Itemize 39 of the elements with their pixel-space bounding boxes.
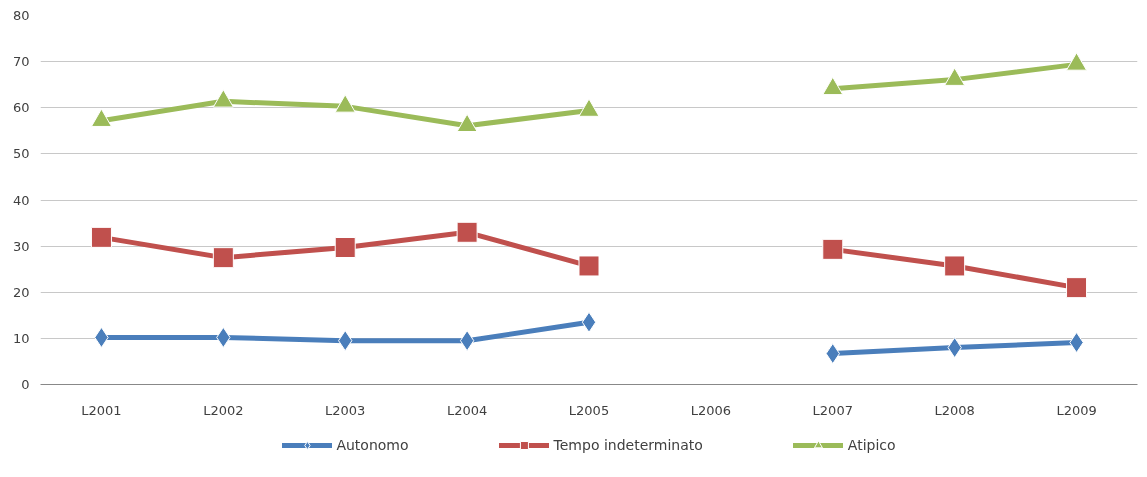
legend-label: Tempo indeterminato xyxy=(553,437,703,453)
point xyxy=(212,247,234,269)
point xyxy=(944,67,966,86)
x-tick-label: L2006 xyxy=(690,402,732,418)
x-tick-label: L2007 xyxy=(812,402,853,418)
x-tick-label: L2002 xyxy=(203,402,244,418)
y-tick-label: 0 xyxy=(21,377,30,392)
point xyxy=(212,89,234,108)
point xyxy=(1066,277,1088,299)
y-tick-label: 80 xyxy=(12,8,30,23)
y-tick-label: 10 xyxy=(12,330,30,346)
point xyxy=(334,94,356,113)
point xyxy=(459,330,475,352)
y-tick-label: 50 xyxy=(12,146,30,162)
y-tick-label: 60 xyxy=(12,100,30,116)
y-tick-label: 40 xyxy=(12,192,30,208)
point xyxy=(334,237,356,259)
point xyxy=(578,255,600,277)
x-tick-label: L2001 xyxy=(81,402,122,418)
x-tick-label: L2009 xyxy=(1056,402,1097,418)
point xyxy=(456,221,478,243)
x-tick-label: L2005 xyxy=(568,402,610,418)
point xyxy=(822,76,844,96)
y-tick-label: 30 xyxy=(12,238,30,254)
x-tick-label: L2003 xyxy=(325,402,366,418)
x-tick-label: L2004 xyxy=(446,402,488,418)
point xyxy=(822,238,844,260)
point xyxy=(581,311,597,333)
y-tick-label: 20 xyxy=(12,284,30,300)
point xyxy=(1066,52,1088,71)
x-tick-label: L2008 xyxy=(934,402,975,418)
legend-label: Autonomo xyxy=(336,437,409,453)
point xyxy=(456,113,478,133)
point xyxy=(944,255,966,277)
y-tick-label: 70 xyxy=(12,54,30,70)
point xyxy=(90,226,112,248)
point xyxy=(578,98,600,117)
legend-label: Atipico xyxy=(847,437,896,453)
point xyxy=(90,108,112,127)
